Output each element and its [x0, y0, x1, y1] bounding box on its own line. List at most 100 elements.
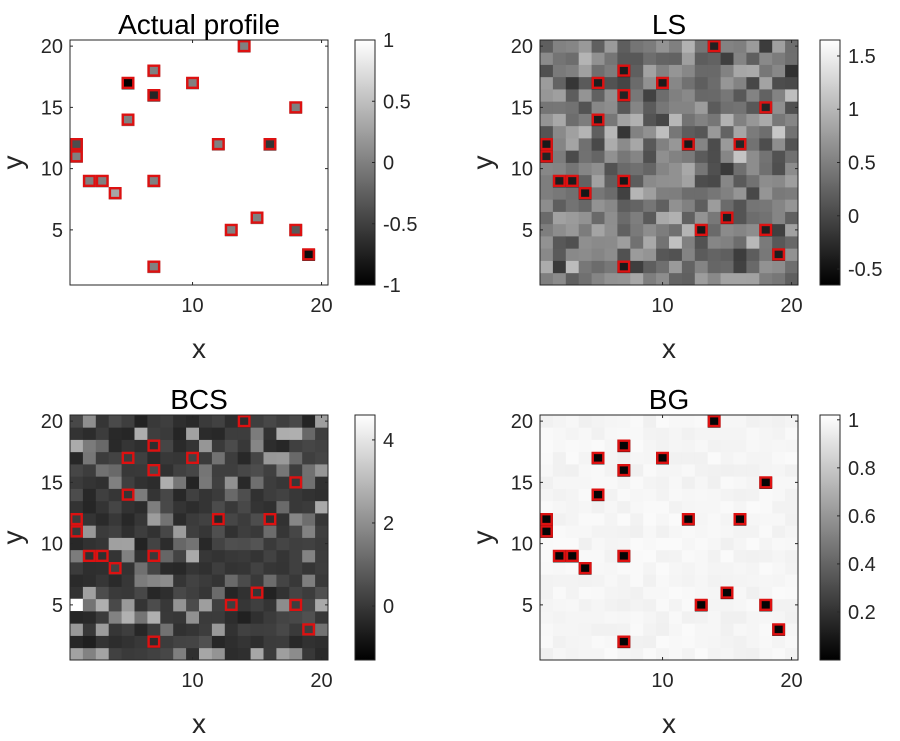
heatmap-cell	[70, 272, 84, 286]
heatmap-cell	[681, 125, 696, 139]
heatmap-cell	[746, 248, 760, 261]
heatmap-cell	[604, 113, 618, 127]
heatmap-cell	[669, 260, 683, 274]
heatmap-cell	[707, 611, 721, 624]
heatmap-cell	[186, 199, 200, 212]
heatmap-cell	[211, 248, 226, 261]
y-tick-label: 5	[52, 220, 63, 242]
heatmap-cell	[707, 199, 721, 212]
heatmap-cell	[785, 89, 799, 102]
heatmap-cell	[643, 113, 657, 127]
heatmap-cell	[643, 439, 657, 453]
heatmap-cell	[250, 562, 264, 575]
heatmap-cell	[147, 415, 161, 428]
heatmap-cell	[591, 598, 605, 612]
heatmap-cell	[250, 598, 264, 612]
heatmap-cell	[720, 223, 734, 237]
marker-box	[694, 598, 708, 612]
heatmap-cell	[720, 647, 734, 661]
heatmap-cell	[263, 138, 277, 151]
heatmap-cell	[211, 125, 226, 139]
heatmap-cell	[302, 586, 316, 600]
heatmap-cell	[681, 513, 696, 526]
heatmap-cell	[565, 113, 580, 127]
y-tick-label: 20	[41, 411, 63, 433]
heatmap-cell	[302, 52, 316, 65]
heatmap-cell	[108, 513, 122, 526]
heatmap-cell	[656, 647, 670, 661]
heatmap-cell	[186, 598, 200, 612]
heatmap-cell	[578, 623, 592, 636]
heatmap-cell	[630, 260, 644, 274]
heatmap-cell	[108, 125, 122, 139]
marker-box	[759, 598, 773, 612]
heatmap-cell	[643, 187, 657, 200]
heatmap-cell	[565, 223, 580, 237]
heatmap-cell	[643, 150, 657, 163]
heatmap-cell	[681, 162, 696, 176]
heatmap-cell	[186, 549, 200, 563]
colorbar-tick-label: -0.5	[383, 214, 417, 236]
heatmap-cell	[669, 248, 683, 261]
heatmap-cell	[82, 464, 97, 477]
y-tick-label: 5	[52, 595, 63, 617]
chart-title: BCS	[170, 384, 228, 415]
heatmap-cell	[759, 586, 773, 600]
heatmap-cell	[173, 113, 187, 127]
heatmap-cell	[160, 187, 174, 200]
heatmap-cell	[604, 415, 618, 428]
heatmap-cell	[630, 464, 644, 477]
heatmap-cell	[578, 174, 592, 188]
heatmap-cell	[315, 199, 329, 212]
heatmap-cell	[720, 125, 734, 139]
heatmap-cell	[315, 647, 329, 661]
heatmap-cell	[669, 451, 683, 465]
heatmap-cell	[250, 40, 264, 53]
heatmap-cell	[785, 138, 799, 151]
heatmap-cell	[276, 64, 290, 78]
marker-box	[289, 101, 303, 114]
heatmap-cell	[552, 260, 567, 274]
heatmap-cell	[720, 174, 734, 188]
heatmap-cell	[302, 199, 316, 212]
heatmap-cell	[540, 125, 554, 139]
heatmap-cell	[160, 211, 174, 225]
heatmap-cell	[552, 574, 567, 587]
heatmap-cell	[211, 574, 226, 587]
heatmap-cell	[565, 52, 580, 65]
heatmap-cell	[237, 451, 251, 465]
heatmap-cell	[540, 439, 554, 453]
heatmap-cell	[617, 248, 631, 261]
heatmap-cell	[565, 586, 580, 600]
heatmap-cell	[211, 537, 226, 551]
heatmap-cell	[121, 537, 135, 551]
heatmap-cell	[160, 513, 174, 526]
heatmap-cell	[591, 586, 605, 600]
heatmap-cell	[552, 76, 567, 90]
heatmap-cell	[211, 211, 226, 225]
heatmap-cell	[302, 647, 316, 661]
heatmap-cell	[604, 187, 618, 200]
heatmap-cell	[250, 464, 264, 477]
heatmap-cell	[707, 415, 721, 428]
marker-box	[121, 488, 135, 501]
marker-box	[237, 40, 251, 53]
heatmap-cell	[95, 260, 110, 274]
heatmap-cell	[643, 427, 657, 440]
heatmap-cell	[552, 187, 567, 200]
heatmap-cell	[147, 187, 161, 200]
heatmap-cell	[160, 476, 174, 489]
heatmap-cell	[604, 500, 618, 514]
heatmap-cell	[121, 150, 135, 163]
heatmap-cell	[108, 549, 122, 563]
heatmap-cell	[552, 248, 567, 261]
colorbar	[354, 414, 376, 661]
heatmap-cell	[82, 211, 97, 225]
heatmap-cell	[785, 272, 799, 286]
heatmap-cell	[276, 513, 290, 526]
heatmap-cell	[289, 174, 303, 188]
marker-box	[121, 113, 135, 126]
y-tick-label: 5	[522, 220, 533, 242]
heatmap-cell	[224, 199, 239, 212]
